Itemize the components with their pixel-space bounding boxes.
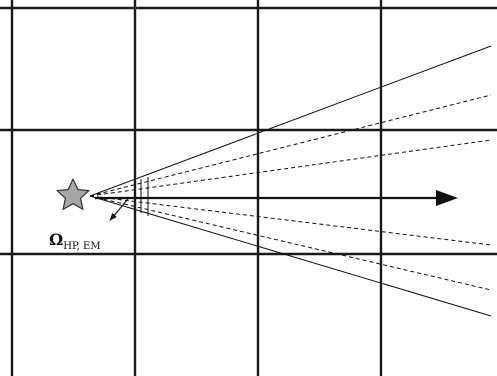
cone [89,45,492,317]
dashed-ray-2 [89,139,492,197]
dashed-ray-1 [89,94,492,197]
solid-angle-arrow [109,198,129,222]
dashed-ray-3 [89,195,492,246]
cone-outer-ray-upper [89,45,492,197]
solid-angle-symbol: Ω [49,230,63,249]
star-icon [56,178,90,210]
solid-angle-label: ΩHP, EM [49,230,101,252]
cone-outer-ray-lower [89,195,492,317]
solid-angle-subscript: HP, EM [63,241,100,252]
dashed-ray-4 [89,195,492,291]
direction-arrowhead [436,190,458,206]
